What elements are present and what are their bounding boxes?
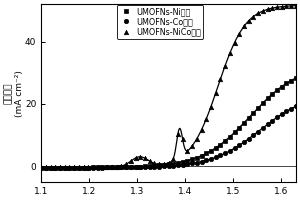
Y-axis label: 电流密度
(mA cm⁻²): 电流密度 (mA cm⁻²)	[4, 70, 24, 117]
UMOFNs-Co电极	[294, 105, 298, 108]
UMOFNs-Co电极	[39, 166, 43, 169]
Legend: UMOFNs-Ni电极, UMOFNs-Co电极, UMOFNs-NiCo电极: UMOFNs-Ni电极, UMOFNs-Co电极, UMOFNs-NiCo电极	[116, 5, 203, 39]
UMOFNs-Ni电极	[68, 166, 71, 169]
UMOFNs-NiCo电极	[134, 157, 137, 159]
Line: UMOFNs-NiCo电极: UMOFNs-NiCo电极	[39, 3, 298, 170]
UMOFNs-NiCo电极	[86, 166, 90, 168]
UMOFNs-NiCo电极	[294, 4, 298, 7]
UMOFNs-NiCo电极	[101, 166, 104, 168]
UMOFNs-NiCo电极	[266, 8, 269, 11]
UMOFNs-NiCo电极	[289, 5, 293, 7]
UMOFNs-Ni电极	[134, 166, 137, 168]
Line: UMOFNs-Co电极: UMOFNs-Co电极	[39, 104, 298, 170]
UMOFNs-Ni电极	[266, 97, 269, 100]
UMOFNs-NiCo电极	[39, 166, 43, 169]
UMOFNs-Co电极	[68, 166, 71, 169]
UMOFNs-Ni电极	[86, 166, 90, 169]
UMOFNs-Ni电极	[294, 77, 298, 79]
UMOFNs-Co电极	[86, 166, 90, 169]
UMOFNs-Co电极	[134, 166, 137, 168]
UMOFNs-Co电极	[266, 123, 269, 125]
UMOFNs-Ni电极	[289, 79, 293, 82]
UMOFNs-Co电极	[289, 108, 293, 110]
UMOFNs-Ni电极	[101, 166, 104, 169]
Line: UMOFNs-Ni电极: UMOFNs-Ni电极	[39, 76, 298, 170]
UMOFNs-Ni电极	[39, 166, 43, 169]
UMOFNs-NiCo电极	[68, 166, 71, 169]
UMOFNs-Co电极	[101, 166, 104, 169]
